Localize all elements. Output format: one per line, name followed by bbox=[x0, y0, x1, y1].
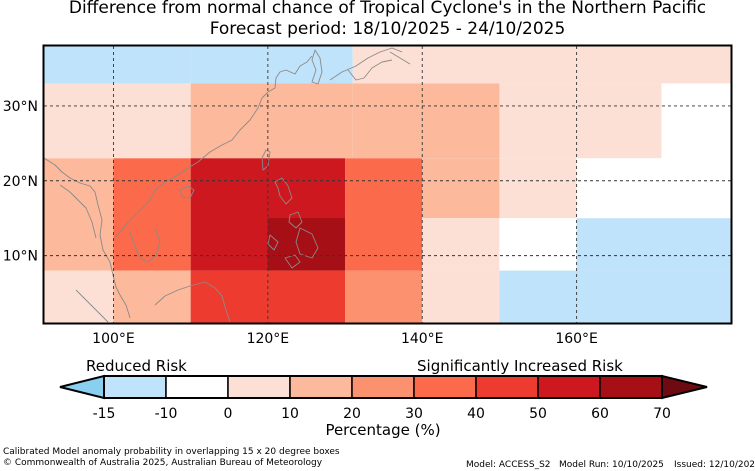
lat-tick-label: 30°N bbox=[3, 99, 38, 115]
colorbar-under-arrow bbox=[59, 374, 105, 400]
colorbar-bin bbox=[289, 375, 353, 399]
colorbar-bin bbox=[227, 375, 291, 399]
lat-tick-label: 20°N bbox=[3, 174, 38, 190]
colorbar-tick-label: 50 bbox=[529, 406, 547, 422]
footer-model: Model: ACCESS_S2 bbox=[466, 460, 551, 470]
colorbar-tick-label: -10 bbox=[155, 406, 178, 422]
colorbar-tick-label: -15 bbox=[93, 406, 116, 422]
lat-tick-label: 10°N bbox=[3, 249, 38, 265]
colorbar-tick-label: 0 bbox=[224, 406, 233, 422]
probability-cell-11 bbox=[661, 83, 731, 159]
reduced-risk-label: Reduced Risk bbox=[86, 357, 187, 375]
probability-cell-5 bbox=[44, 83, 114, 159]
colorbar-bin bbox=[165, 375, 229, 399]
colorbar bbox=[59, 374, 708, 400]
probability-cell-29 bbox=[499, 270, 731, 323]
probability-cell-27 bbox=[345, 270, 423, 323]
probability-cell-12 bbox=[44, 158, 114, 271]
probability-cell-24 bbox=[44, 270, 114, 323]
probability-cell-4 bbox=[576, 46, 731, 84]
probability-cell-20 bbox=[661, 158, 731, 219]
probability-cell-17 bbox=[422, 218, 500, 271]
probability-cell-9 bbox=[499, 83, 577, 159]
colorbar-over-arrow bbox=[661, 374, 708, 400]
map-title: Difference from normal chance of Tropica… bbox=[68, 0, 707, 18]
lon-tick-label: 100°E bbox=[92, 331, 135, 347]
probability-cell-6 bbox=[113, 83, 191, 159]
colorbar-bin bbox=[475, 375, 539, 399]
colorbar-bin bbox=[413, 375, 477, 399]
probability-cell-15 bbox=[345, 158, 423, 271]
colorbar-tick-label: 20 bbox=[343, 406, 361, 422]
probability-cell-25 bbox=[113, 270, 191, 323]
coastline bbox=[43, 47, 411, 323]
probability-cell-19 bbox=[576, 158, 662, 219]
probability-cells bbox=[44, 46, 731, 323]
probability-cell-21 bbox=[499, 218, 577, 271]
colorbar-tick-label: 10 bbox=[281, 406, 299, 422]
probability-cell-3 bbox=[422, 46, 577, 84]
colorbar-bin bbox=[537, 375, 601, 399]
colorbar-unit-label: Percentage (%) bbox=[325, 421, 441, 439]
increased-risk-label: Significantly Increased Risk bbox=[417, 357, 623, 375]
footer-copyright: © Commonwealth of Australia 2025, Austra… bbox=[3, 458, 323, 468]
probability-cell-16 bbox=[422, 158, 500, 219]
colorbar-bin bbox=[599, 375, 663, 399]
lon-tick-label: 140°E bbox=[401, 331, 444, 347]
colorbar-tick-label: 30 bbox=[405, 406, 423, 422]
forecast-period: Forecast period: 18/10/2025 - 24/10/2025 bbox=[209, 19, 566, 39]
probability-cell-18 bbox=[499, 158, 577, 219]
footer-issued: Issued: 12/10/2025 bbox=[674, 460, 755, 470]
footer-description: Calibrated Model anomaly probability in … bbox=[3, 447, 340, 457]
colorbar-bin bbox=[351, 375, 415, 399]
latitude-labels: 10°N 20°N 30°N bbox=[3, 99, 38, 265]
probability-cell-28 bbox=[422, 270, 500, 323]
probability-cell-23 bbox=[267, 218, 346, 271]
lon-tick-label: 120°E bbox=[247, 331, 290, 347]
probability-cell-13 bbox=[113, 158, 191, 271]
probability-cell-1 bbox=[190, 46, 353, 84]
lon-tick-label: 160°E bbox=[555, 331, 598, 347]
colorbar-tick-labels: -15 -10 0 10 20 30 40 50 60 70 bbox=[93, 406, 671, 422]
colorbar-frame bbox=[103, 375, 663, 399]
colorbar-bin bbox=[103, 375, 167, 399]
colorbar-tick-label: 60 bbox=[591, 406, 609, 422]
map-frame bbox=[42, 44, 733, 325]
probability-cell-22 bbox=[576, 218, 731, 271]
colorbar-tick-label: 40 bbox=[467, 406, 485, 422]
footer-model-run: Model Run: 10/10/2025 bbox=[559, 460, 664, 470]
probability-cell-8 bbox=[352, 83, 500, 159]
longitude-labels: 100°E 120°E 140°E 160°E bbox=[92, 331, 598, 347]
graticule bbox=[44, 46, 731, 323]
probability-cell-0 bbox=[44, 46, 191, 84]
probability-cell-10 bbox=[576, 83, 662, 159]
probability-cell-7 bbox=[190, 83, 353, 159]
colorbar-tick-label: 70 bbox=[653, 406, 671, 422]
probability-cell-26 bbox=[190, 270, 346, 323]
